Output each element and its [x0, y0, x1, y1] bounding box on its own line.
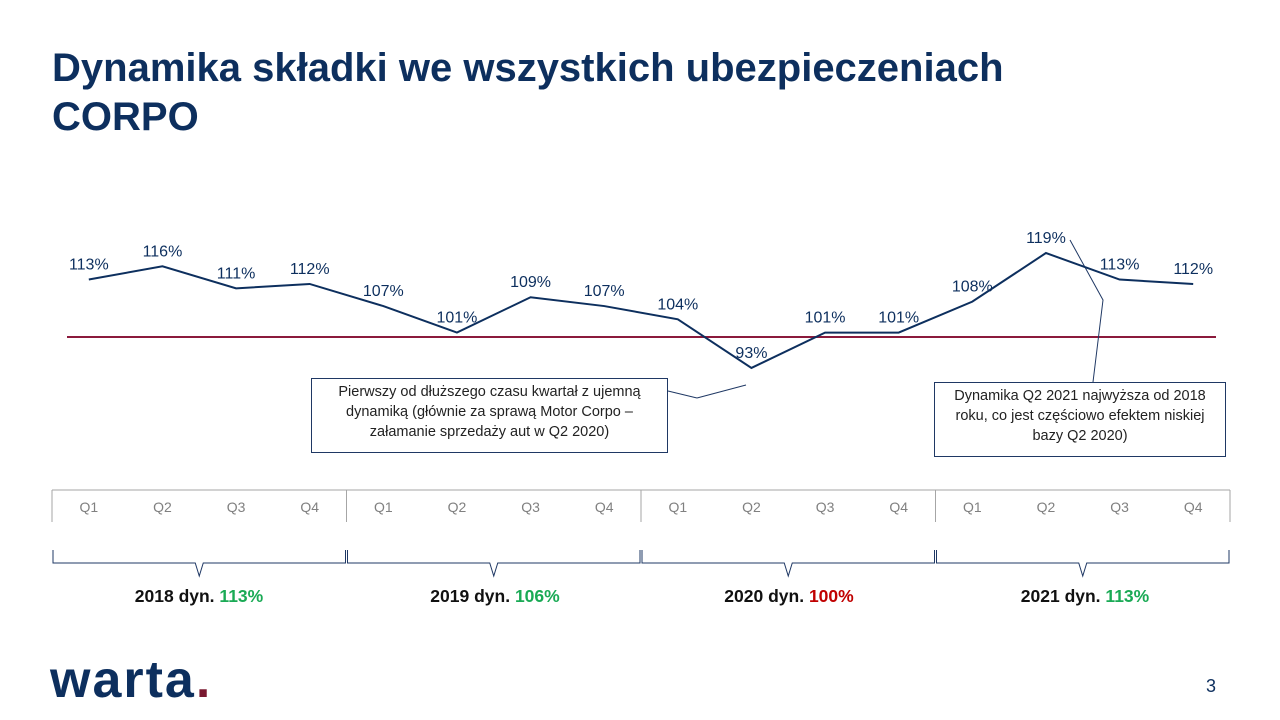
axis-tick-label: Q2	[1037, 499, 1056, 515]
axis-tick-label: Q3	[227, 499, 246, 515]
data-label: 111%	[217, 265, 256, 282]
data-labels: 113% 116% 111% 112% 107% 101% 109% 107% 104% 93% 1…	[69, 230, 1213, 362]
data-label: 101%	[878, 310, 919, 327]
year-summary-label: 2019 dyn.	[430, 586, 511, 606]
axis-tick-label: Q4	[889, 499, 908, 515]
data-label: 104%	[657, 296, 698, 313]
series-line	[88, 251, 1194, 370]
year-brace	[936, 550, 1230, 578]
axis-tick-label: Q3	[816, 499, 835, 515]
year-summary-label: 2018 dyn.	[134, 586, 215, 606]
axis-tick-label: Q1	[668, 499, 687, 515]
data-label: 101%	[436, 310, 477, 327]
year-brace	[347, 550, 641, 578]
callout-connector-q2-2020	[667, 390, 698, 399]
axis-tick-label: Q2	[448, 499, 467, 515]
axis-tick-label: Q1	[963, 499, 982, 515]
warta-logo: warta.	[50, 652, 212, 708]
data-label: 116%	[143, 243, 183, 260]
data-label: 113%	[69, 257, 109, 274]
data-label: 107%	[363, 283, 404, 300]
year-summary-label: 2021 dyn.	[1020, 586, 1101, 606]
axis-tick-label: Q1	[374, 499, 393, 515]
year-brace	[52, 550, 346, 578]
data-label: 107%	[584, 283, 625, 300]
data-label: 112%	[1173, 261, 1213, 278]
axis-tick-label: Q3	[1110, 499, 1129, 515]
year-summary-label: 2020 dyn.	[724, 586, 805, 606]
data-label: 119%	[1026, 230, 1066, 247]
axis-tick-label: Q4	[595, 499, 614, 515]
year-summary-value: 100%	[808, 586, 854, 606]
callout-q2-2020: Pierwszy od dłuższego czasu kwartał z uj…	[311, 378, 668, 453]
callout-q2-2021: Dynamika Q2 2021 najwyższa od 2018 roku,…	[934, 382, 1226, 457]
year-summary-value: 113%	[1105, 586, 1150, 606]
quarter-axis: Q1 Q2 Q3 Q4 Q1 Q2 Q3 Q4 Q1 Q2 Q3 Q4 Q1 Q2 Q3 Q4	[51, 489, 1231, 578]
axis-tick-label: Q1	[79, 499, 98, 515]
data-label: 101%	[805, 310, 846, 327]
year-summary-2019: 2019 dyn. 106%	[430, 586, 559, 607]
year-summary-2018: 2018 dyn. 113%	[135, 586, 263, 607]
axis-tick-label: Q2	[742, 499, 761, 515]
year-summary-2021: 2021 dyn. 113%	[1021, 586, 1149, 607]
axis-tick-label: Q3	[521, 499, 540, 515]
year-summary-2020: 2020 dyn. 100%	[724, 586, 853, 607]
data-label: 93%	[735, 345, 767, 362]
year-summary-value: 113%	[219, 586, 264, 606]
axis-tick-label: Q2	[153, 499, 172, 515]
axis-tick-label: Q4	[1184, 499, 1203, 515]
year-summary-value: 106%	[514, 586, 560, 606]
callout-connector-q2-2020-b	[696, 384, 747, 399]
axis-tick-label: Q4	[300, 499, 319, 515]
logo-text: warta	[50, 651, 196, 709]
page-title: Dynamika składki we wszystkich ubezpiecz…	[52, 44, 1202, 142]
data-label: 108%	[952, 279, 993, 296]
page-title-line-1: Dynamika składki we wszystkich ubezpiecz…	[52, 46, 1004, 90]
year-brace	[641, 550, 935, 578]
page-number: 3	[1206, 676, 1217, 696]
data-label: 109%	[510, 274, 551, 291]
page-title-line-2: CORPO	[52, 95, 199, 139]
data-label: 113%	[1100, 257, 1140, 274]
callout-connector-q2-2021	[1069, 239, 1104, 383]
data-label: 112%	[290, 261, 330, 278]
logo-dot: .	[195, 651, 213, 709]
